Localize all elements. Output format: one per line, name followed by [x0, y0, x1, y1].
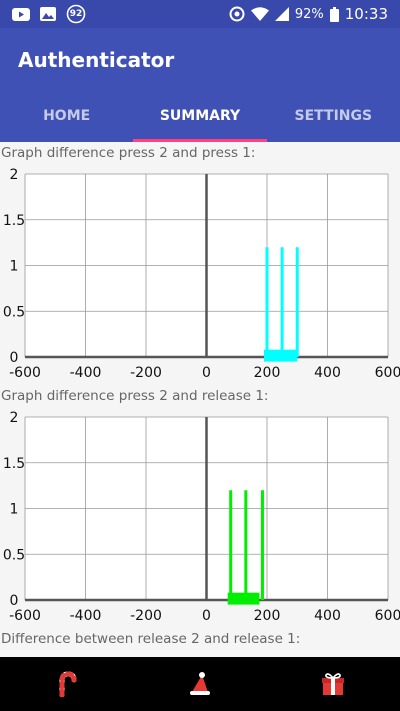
y-tick-label: 2	[10, 167, 19, 183]
graph-press2-release1: 0 0.5 1 1.5 2 -600 -400 -200 0 200 400 600	[3, 410, 400, 624]
x-tick-label: 400	[314, 608, 341, 624]
status-bar: 92 92% 10:33	[0, 0, 400, 28]
graph-2-label: Graph difference press 2 and release 1:	[1, 388, 269, 404]
x-tick-label: 600	[375, 365, 400, 381]
x-tick-label: -600	[9, 608, 41, 624]
x-tick-label: 200	[254, 365, 281, 381]
x-tick-label: 600	[375, 608, 400, 624]
tab-summary-label: SUMMARY	[159, 108, 241, 124]
graph-1-label: Graph difference press 2 and press 1:	[1, 145, 256, 161]
clock: 10:33	[344, 5, 388, 23]
tab-summary[interactable]: SUMMARY	[133, 90, 267, 142]
y-tick-label: 1.5	[3, 213, 25, 229]
y-tick-label: 0	[10, 593, 19, 609]
tab-home-label: HOME	[43, 108, 91, 124]
x-tick-label: -400	[70, 608, 102, 624]
x-tick-label: -600	[9, 365, 41, 381]
chart-marker	[263, 349, 298, 362]
x-tick-label: 200	[254, 608, 281, 624]
notification-badge-count: 92	[69, 9, 83, 19]
battery-icon	[329, 6, 339, 22]
candy-cane-icon[interactable]	[45, 662, 89, 706]
data-saver-icon	[229, 6, 245, 22]
x-tick-label: 0	[202, 365, 211, 381]
x-tick-label: -200	[130, 365, 162, 381]
youtube-icon	[12, 7, 30, 21]
gift-icon[interactable]	[311, 662, 355, 706]
christmas-hat-icon[interactable]	[178, 662, 222, 706]
y-tick-label: 2	[10, 410, 19, 426]
graph-3-label: Difference between release 2 and release…	[1, 631, 301, 647]
y-tick-label: 1	[10, 502, 19, 518]
tab-settings-label: SETTINGS	[294, 108, 373, 124]
graph-press2-press1: 0 0.5 1 1.5 2 -600 -400 -200 0 200 400 600	[3, 167, 400, 381]
y-tick-label: 0	[10, 350, 19, 366]
x-tick-label: 0	[202, 608, 211, 624]
battery-percentage: 92%	[294, 6, 324, 22]
y-tick-label: 1.5	[3, 456, 25, 472]
chart-marker	[227, 592, 260, 605]
y-tick-label: 1	[10, 259, 19, 275]
image-icon	[40, 7, 56, 21]
notification-badge-icon: 92	[66, 4, 86, 24]
app-title: Authenticator	[18, 48, 175, 72]
tab-home[interactable]: HOME	[0, 90, 133, 142]
tab-settings[interactable]: SETTINGS	[267, 90, 400, 142]
tab-bar: HOME SUMMARY SETTINGS	[0, 90, 400, 142]
x-tick-label: -400	[70, 365, 102, 381]
x-tick-label: -200	[130, 608, 162, 624]
y-tick-label: 0.5	[3, 547, 25, 563]
y-tick-label: 0.5	[3, 304, 25, 320]
x-tick-label: 400	[314, 365, 341, 381]
nav-bar	[0, 657, 400, 711]
wifi-icon	[250, 7, 269, 21]
signal-icon	[274, 7, 289, 21]
app-bar: Authenticator	[0, 28, 400, 90]
